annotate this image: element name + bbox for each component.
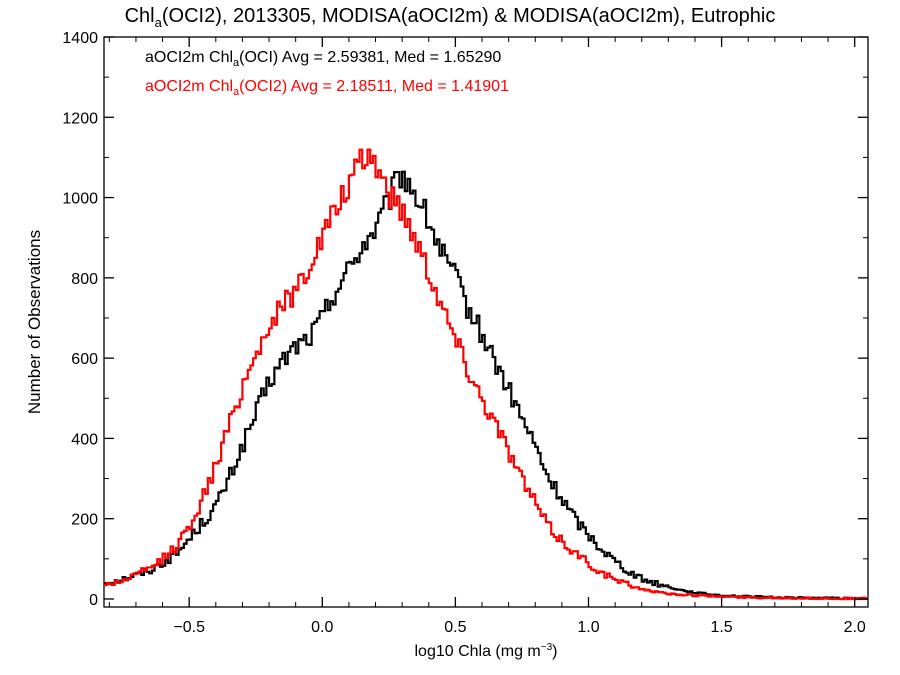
y-tick-label: 800 <box>71 271 98 288</box>
x-axis-ticks: −0.5 0.0 0.5 1.0 1.5 2.0 <box>108 37 866 636</box>
y-tick-label: 1400 <box>62 30 98 47</box>
chart-title: Chla(OCI2), 2013305, MODISA(aOCI2m) & MO… <box>125 5 776 30</box>
y-axis-ticks: 0 200 400 600 800 1000 1200 1400 <box>62 30 868 609</box>
x-axis-label: log10 Chla (mg m−3) <box>414 642 557 660</box>
series-oci2-histogram <box>104 148 868 601</box>
y-axis-label: Number of Observations <box>25 230 44 414</box>
y-tick-label: 1200 <box>62 110 98 127</box>
x-tick-label: 0.5 <box>444 619 466 636</box>
y-tick-label: 0 <box>89 592 98 609</box>
x-tick-label: 1.5 <box>710 619 732 636</box>
y-tick-label: 600 <box>71 351 98 368</box>
x-tick-label: 1.0 <box>577 619 599 636</box>
y-tick-label: 200 <box>71 512 98 529</box>
y-tick-label: 400 <box>71 431 98 448</box>
x-tick-label: 2.0 <box>844 619 866 636</box>
plot-frame <box>103 36 869 608</box>
series-oci-histogram <box>104 170 868 601</box>
y-tick-label: 1000 <box>62 191 98 208</box>
legend-entry-oci2: aOCI2m Chla(OCI2) Avg = 2.18511, Med = 1… <box>145 78 509 98</box>
x-tick-label: −0.5 <box>173 619 205 636</box>
legend-entry-oci: aOCI2m Chla(OCI) Avg = 2.59381, Med = 1.… <box>145 49 501 69</box>
x-tick-label: 0.0 <box>311 619 333 636</box>
series-layer <box>104 148 868 601</box>
